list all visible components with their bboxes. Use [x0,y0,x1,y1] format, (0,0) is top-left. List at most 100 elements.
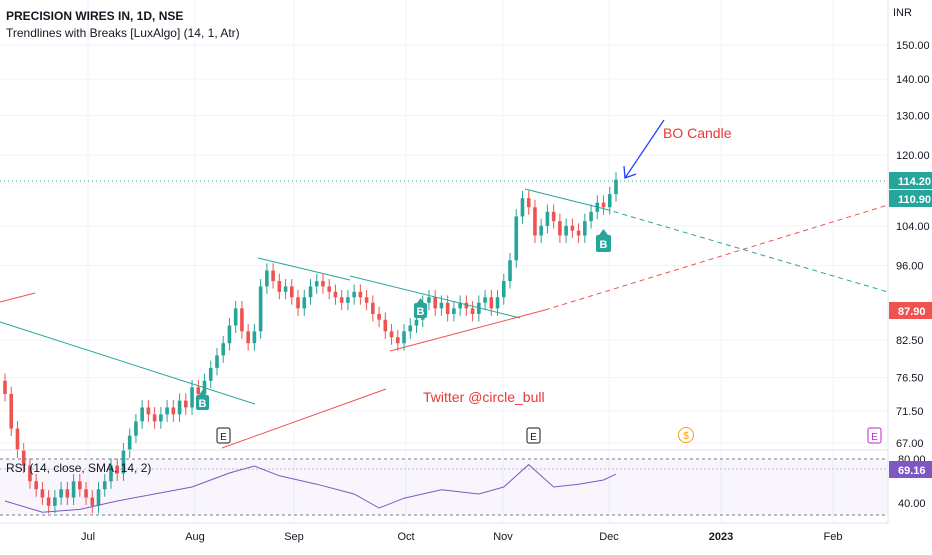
time-tick-label: 2023 [709,531,733,543]
svg-text:B: B [199,398,207,410]
candle [227,318,232,351]
price-tick-label: 130.00 [896,111,930,123]
candle [71,473,76,505]
candle [90,490,95,514]
candle [352,284,356,305]
svg-text:E: E [871,432,878,443]
candle [177,393,182,422]
downtrend-line-4 [524,188,606,210]
downtrend-extension [604,208,889,293]
price-axis[interactable]: INR 67.00 71.50 76.50 82.50 96.00 104.00 120.0… [893,7,930,450]
svg-text:$: $ [683,431,689,442]
candle [551,204,556,229]
candle [115,458,120,481]
candle [21,443,26,474]
candle [34,473,38,497]
candle [283,279,288,300]
candle [65,481,70,505]
candle [271,263,275,289]
earnings-marker-future[interactable]: E [867,427,882,444]
candle [265,263,269,294]
candle [526,190,531,215]
candle [402,323,406,351]
uptrend-line-3 [389,309,546,352]
candle [308,279,313,305]
candle [233,301,238,333]
candle [545,204,550,234]
candle [514,209,519,268]
candle [15,421,20,458]
candle [246,323,250,351]
last-price-tag: 114.20 [889,172,932,189]
svg-text:B: B [600,239,608,251]
earnings-marker-aug[interactable]: E [216,427,231,444]
dividend-marker[interactable]: $ [678,427,694,443]
candle [3,373,7,402]
candle [134,414,138,444]
candle [501,273,506,305]
breakout-label-3: B [596,229,611,252]
rsi-value-tag: 69.16 [889,461,932,478]
bo-arrow-line [624,119,665,179]
svg-text:E: E [220,432,227,443]
breakout-label-2: B [414,298,427,318]
candle [339,289,344,311]
candle [464,295,469,316]
candle [190,379,194,415]
candle [109,458,113,489]
candle [477,295,481,322]
candle [289,279,294,305]
candle [314,273,319,294]
rsi-pane [0,458,888,516]
candle [508,252,512,289]
rsi-label: RSI (14, close, SMA, 14, 2) [6,461,151,475]
rsi-line [4,463,617,513]
svg-text:E: E [530,432,537,443]
candle [333,284,338,305]
candle [96,481,101,514]
candle [59,481,63,505]
candle [221,335,226,363]
candle [389,323,394,345]
candle [296,289,300,316]
price-tick-label: 76.50 [896,373,924,385]
time-tick-label: Feb [824,531,843,543]
candle [140,400,144,429]
candle [583,213,587,243]
candle [589,204,593,229]
earnings-marker-nov[interactable]: E [526,427,541,444]
grid [0,0,888,523]
currency-label: INR [893,7,912,19]
candle [433,289,437,316]
trendlines [0,180,889,449]
time-tick-label: Aug [185,531,205,543]
price-tick-label: 67.00 [896,438,924,450]
candle [495,289,500,316]
candle [489,289,494,316]
candle [78,473,82,497]
candle [364,289,369,311]
rsi-tick-40: 40.00 [898,498,926,510]
candle [601,195,606,215]
time-tick-label: Dec [599,531,619,543]
prev-price-tag: 110.90 [889,190,932,207]
uptrend-extension [544,204,889,311]
candle [558,213,562,243]
candle [564,218,568,243]
candle [483,289,487,311]
candle [28,458,32,489]
candle [614,172,618,202]
downtrend-line-1 [0,321,256,405]
candle [408,318,413,339]
time-tick-label: Sep [284,531,304,543]
support-price-tag: 87.90 [889,302,932,319]
candle [520,190,525,224]
candle [146,400,151,422]
time-axis[interactable]: Jul Aug Sep Oct Nov Dec 2023 Feb [81,531,843,543]
candle [302,289,307,316]
uptrend-line-1 [0,292,36,303]
time-tick-label: Jul [81,531,95,543]
price-tick-label: 104.00 [896,221,930,233]
candle [9,386,14,436]
